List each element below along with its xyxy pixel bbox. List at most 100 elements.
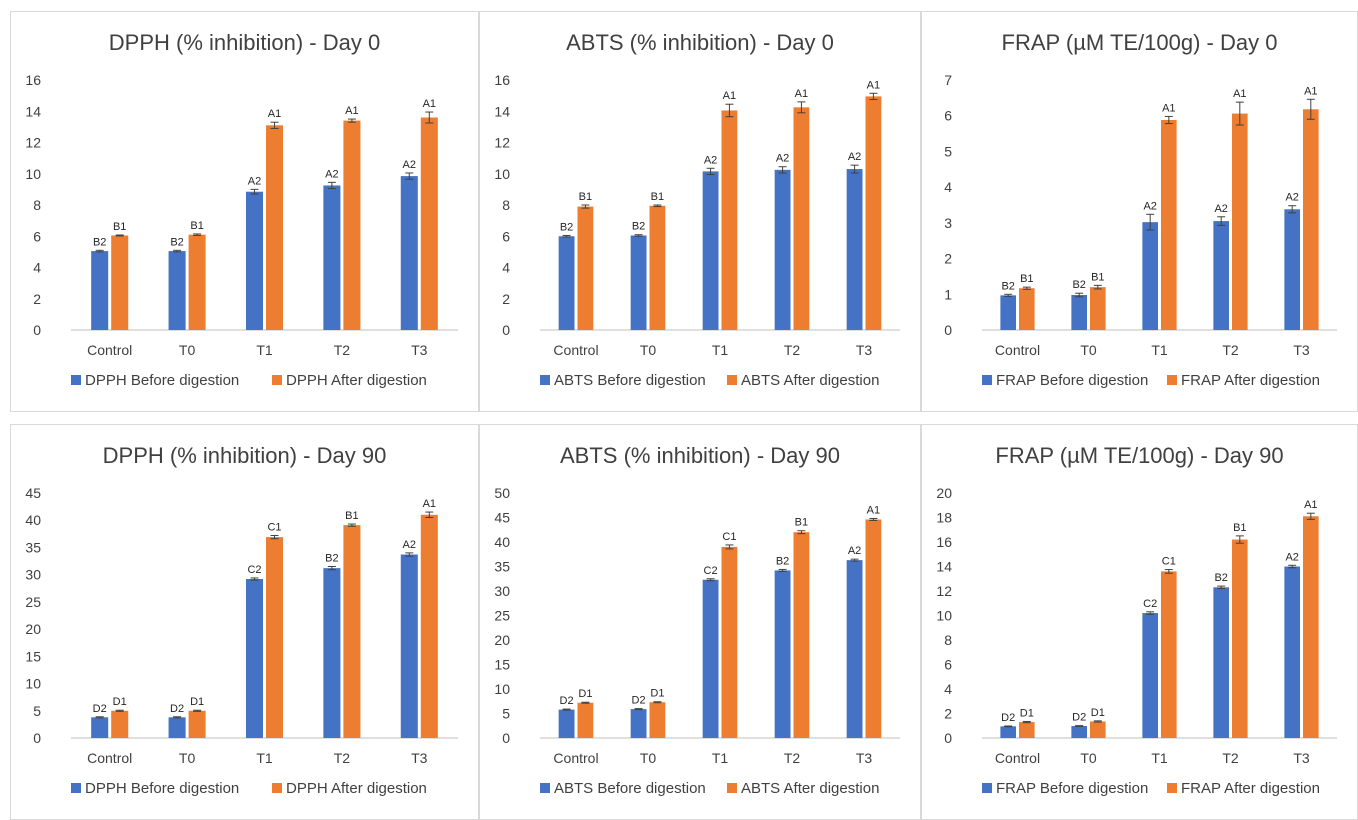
y-tick-label: 10 bbox=[25, 166, 41, 182]
bar-after-digestion bbox=[577, 206, 594, 330]
y-tick-label: 14 bbox=[936, 559, 952, 575]
legend-swatch-before bbox=[982, 375, 992, 385]
data-label: B1 bbox=[1020, 273, 1033, 285]
y-tick-label: 3 bbox=[944, 215, 952, 231]
y-tick-label: 30 bbox=[494, 583, 510, 599]
data-label: A2 bbox=[1285, 551, 1298, 563]
bar-after-digestion bbox=[266, 125, 284, 330]
bar-after-digestion bbox=[1161, 571, 1177, 738]
data-label: A1 bbox=[268, 108, 281, 120]
x-tick-label: T2 bbox=[784, 750, 801, 766]
data-label: A2 bbox=[848, 545, 861, 557]
y-tick-label: 15 bbox=[25, 648, 41, 664]
bar-before-digestion bbox=[702, 579, 719, 738]
y-tick-label: 6 bbox=[944, 108, 952, 124]
chart-title: DPPH (% inhibition) - Day 90 bbox=[103, 443, 387, 468]
bar-after-digestion bbox=[1232, 113, 1248, 330]
bar-after-digestion bbox=[1303, 516, 1319, 738]
y-tick-label: 20 bbox=[494, 632, 510, 648]
bar-after-digestion bbox=[577, 702, 594, 738]
bar-before-digestion bbox=[91, 717, 109, 738]
y-tick-label: 50 bbox=[494, 485, 510, 501]
y-tick-label: 10 bbox=[494, 166, 510, 182]
legend-swatch-after bbox=[727, 783, 737, 793]
data-label: A1 bbox=[1233, 88, 1246, 100]
data-label: A2 bbox=[403, 159, 416, 171]
x-tick-label: Control bbox=[553, 750, 598, 766]
x-tick-label: T0 bbox=[179, 342, 196, 358]
y-tick-label: 12 bbox=[936, 583, 952, 599]
data-label: C2 bbox=[247, 564, 261, 576]
y-tick-label: 2 bbox=[944, 706, 952, 722]
data-label: C1 bbox=[722, 531, 736, 543]
data-label: A1 bbox=[423, 498, 436, 510]
x-tick-label: Control bbox=[995, 342, 1040, 358]
bar-after-digestion bbox=[1161, 120, 1177, 330]
x-tick-label: T2 bbox=[334, 750, 351, 766]
y-tick-label: 35 bbox=[25, 539, 41, 555]
bar-after-digestion bbox=[1232, 539, 1248, 738]
x-tick-label: T3 bbox=[1293, 342, 1310, 358]
chart-panel-dpph-day0: DPPH (% inhibition) - Day 0 0 2 4 6 8 10 12 14 16… bbox=[10, 11, 479, 412]
x-tick-label: Control bbox=[87, 750, 132, 766]
bar-before-digestion bbox=[91, 251, 109, 330]
data-label: D2 bbox=[93, 703, 107, 715]
y-tick-label: 25 bbox=[25, 594, 41, 610]
legend-label: ABTS Before digestion bbox=[554, 372, 706, 389]
bar-after-digestion bbox=[188, 234, 206, 330]
bar-after-digestion bbox=[111, 710, 129, 738]
legend-swatch-before bbox=[71, 783, 81, 793]
y-tick-label: 5 bbox=[944, 143, 952, 159]
y-tick-label: 20 bbox=[936, 485, 952, 501]
bar-after-digestion bbox=[420, 117, 438, 330]
legend-swatch-before bbox=[540, 783, 550, 793]
data-label: B2 bbox=[560, 221, 573, 233]
data-label: B1 bbox=[345, 510, 358, 522]
bar-before-digestion bbox=[400, 176, 418, 330]
y-tick-label: 7 bbox=[944, 72, 952, 88]
y-tick-label: 45 bbox=[25, 485, 41, 501]
x-tick-label: T3 bbox=[411, 750, 428, 766]
y-tick-label: 0 bbox=[502, 322, 510, 338]
y-tick-label: 12 bbox=[25, 135, 41, 151]
x-tick-label: T3 bbox=[856, 342, 873, 358]
y-tick-label: 10 bbox=[25, 676, 41, 692]
y-tick-label: 16 bbox=[494, 72, 510, 88]
y-tick-label: 4 bbox=[944, 681, 952, 697]
data-label: A2 bbox=[403, 539, 416, 551]
bar-after-digestion bbox=[266, 537, 284, 738]
y-tick-label: 0 bbox=[33, 730, 41, 746]
x-tick-label: T1 bbox=[712, 750, 729, 766]
data-label: A2 bbox=[848, 151, 861, 163]
data-label: D2 bbox=[170, 703, 184, 715]
bar-before-digestion bbox=[1000, 295, 1016, 330]
y-tick-label: 4 bbox=[33, 260, 41, 276]
bar-before-digestion bbox=[774, 169, 791, 330]
y-tick-label: 8 bbox=[944, 632, 952, 648]
y-tick-label: 45 bbox=[494, 510, 510, 526]
bar-before-digestion bbox=[774, 570, 791, 738]
legend-label: DPPH After digestion bbox=[286, 372, 427, 389]
bar-before-digestion bbox=[245, 191, 263, 330]
legend-swatch-before bbox=[982, 783, 992, 793]
x-tick-label: T2 bbox=[1222, 750, 1239, 766]
x-tick-label: T0 bbox=[640, 342, 657, 358]
x-tick-label: Control bbox=[553, 342, 598, 358]
y-tick-label: 16 bbox=[25, 72, 41, 88]
legend-swatch-after bbox=[727, 375, 737, 385]
data-label: D2 bbox=[560, 695, 574, 707]
bar-before-digestion bbox=[846, 560, 863, 738]
data-label: D2 bbox=[1001, 712, 1015, 724]
y-tick-label: 18 bbox=[936, 510, 952, 526]
bar-before-digestion bbox=[323, 185, 341, 330]
legend-swatch-after bbox=[1167, 783, 1177, 793]
legend-swatch-before bbox=[540, 375, 550, 385]
data-label: B1 bbox=[190, 220, 203, 232]
y-tick-label: 8 bbox=[502, 197, 510, 213]
y-tick-label: 5 bbox=[33, 703, 41, 719]
data-label: B2 bbox=[1214, 572, 1227, 584]
bar-before-digestion bbox=[1142, 222, 1158, 330]
legend-label: ABTS After digestion bbox=[741, 780, 879, 797]
data-label: C1 bbox=[267, 521, 281, 533]
x-tick-label: T1 bbox=[256, 750, 273, 766]
